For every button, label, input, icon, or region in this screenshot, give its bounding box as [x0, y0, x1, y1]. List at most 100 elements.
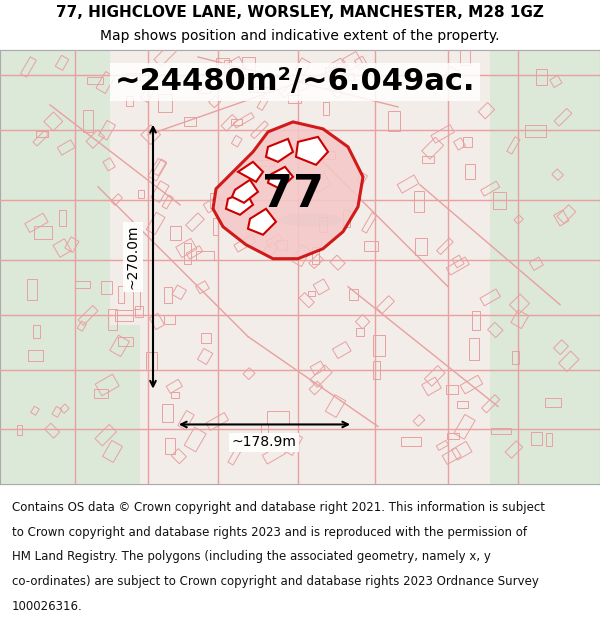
Bar	[115, 310, 133, 321]
Bar	[148, 159, 167, 181]
Bar	[213, 218, 218, 234]
Bar	[222, 56, 245, 77]
Bar	[355, 56, 367, 69]
Bar	[233, 112, 254, 128]
Bar	[196, 281, 209, 294]
Bar	[451, 441, 472, 460]
Bar	[154, 44, 176, 66]
Bar	[276, 239, 287, 250]
Bar	[419, 79, 429, 90]
Bar	[466, 164, 475, 179]
Bar	[401, 437, 421, 446]
Bar	[311, 247, 319, 264]
Bar	[153, 159, 166, 176]
Bar	[33, 325, 40, 338]
Bar	[550, 76, 562, 88]
Bar	[221, 114, 238, 131]
Bar	[322, 151, 335, 159]
Bar	[0, 50, 90, 185]
Bar	[234, 234, 256, 252]
Bar	[308, 291, 315, 296]
Bar	[95, 424, 116, 446]
Bar	[224, 60, 231, 81]
Text: 77, HIGHCLOVE LANE, WORSLEY, MANCHESTER, M28 1GZ: 77, HIGHCLOVE LANE, WORSLEY, MANCHESTER,…	[56, 5, 544, 20]
Bar	[95, 374, 119, 396]
Bar	[126, 96, 133, 106]
Bar	[554, 210, 569, 226]
Bar	[217, 58, 229, 72]
Bar	[325, 394, 346, 418]
Text: co-ordinates) are subject to Crown copyright and database rights 2023 Ordnance S: co-ordinates) are subject to Crown copyr…	[12, 575, 539, 588]
Bar	[53, 239, 71, 258]
Bar	[176, 238, 197, 258]
Bar	[210, 192, 218, 208]
Bar	[83, 110, 93, 132]
Bar	[194, 82, 203, 92]
Bar	[201, 333, 211, 344]
Bar	[28, 350, 43, 361]
Bar	[554, 340, 568, 354]
Bar	[446, 257, 469, 275]
Text: ~24480m²/~6.049ac.: ~24480m²/~6.049ac.	[115, 68, 475, 96]
Bar	[388, 111, 400, 131]
Bar	[310, 361, 325, 375]
Bar	[88, 76, 103, 84]
Text: HM Land Registry. The polygons (including the associated geometry, namely x, y: HM Land Registry. The polygons (includin…	[12, 551, 491, 564]
Bar	[135, 306, 143, 317]
Text: ~270.0m: ~270.0m	[126, 224, 140, 289]
Bar	[454, 138, 466, 150]
Bar	[452, 255, 464, 268]
Text: Contains OS data © Crown copyright and database right 2021. This information is : Contains OS data © Crown copyright and d…	[12, 501, 545, 514]
Bar	[164, 287, 172, 303]
Bar	[530, 432, 542, 445]
Bar	[488, 322, 503, 338]
Bar	[343, 209, 350, 226]
Bar	[107, 309, 117, 329]
Bar	[60, 404, 69, 413]
Bar	[319, 217, 328, 232]
Bar	[415, 191, 424, 211]
Bar	[33, 131, 49, 146]
Ellipse shape	[277, 213, 343, 227]
Bar	[463, 138, 472, 146]
Bar	[490, 265, 600, 484]
Bar	[490, 50, 600, 284]
Bar	[257, 97, 268, 111]
Bar	[295, 58, 310, 75]
Bar	[77, 321, 86, 331]
Bar	[482, 395, 500, 413]
Bar	[536, 69, 547, 85]
Bar	[158, 94, 172, 112]
Bar	[328, 84, 343, 98]
Bar	[329, 58, 344, 71]
Bar	[78, 306, 98, 325]
Bar	[178, 411, 194, 430]
Bar	[75, 281, 90, 289]
Bar	[343, 51, 362, 71]
Bar	[373, 335, 385, 356]
Bar	[34, 226, 52, 239]
Polygon shape	[238, 162, 263, 182]
Bar	[325, 67, 340, 78]
Bar	[436, 441, 448, 451]
Bar	[559, 351, 579, 371]
Bar	[287, 95, 301, 103]
Bar	[98, 121, 115, 140]
Bar	[437, 238, 453, 254]
Text: 77: 77	[262, 173, 324, 216]
Bar	[309, 381, 323, 395]
Bar	[330, 255, 345, 270]
Bar	[184, 427, 206, 452]
Bar	[96, 71, 115, 93]
Bar	[171, 392, 179, 398]
Bar	[323, 102, 329, 115]
Bar	[511, 310, 529, 329]
Bar	[491, 428, 511, 434]
Polygon shape	[266, 139, 293, 162]
Bar	[478, 102, 494, 119]
Bar	[184, 117, 196, 126]
Bar	[440, 67, 459, 89]
Bar	[220, 67, 241, 85]
Bar	[206, 412, 229, 431]
Bar	[281, 83, 295, 98]
